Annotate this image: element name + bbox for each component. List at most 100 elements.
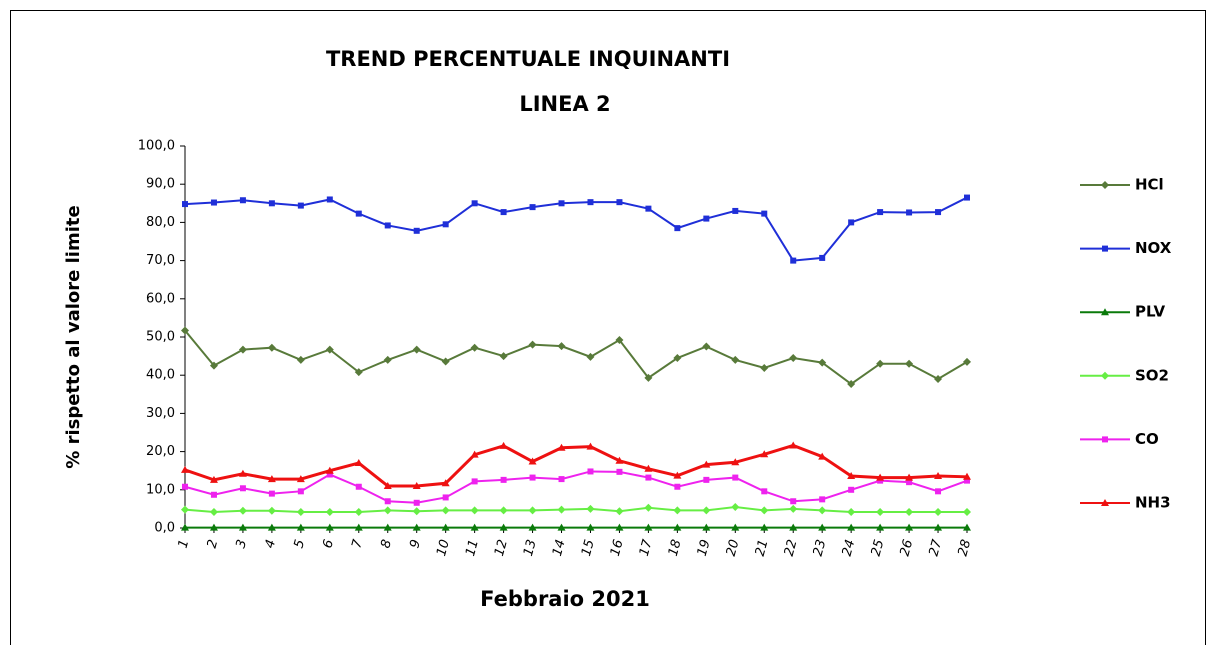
series-marker	[470, 450, 479, 458]
series-marker	[267, 523, 276, 531]
series-marker	[905, 523, 914, 531]
series-marker	[790, 498, 797, 505]
y-tick-label: 90,0	[146, 177, 175, 192]
series-marker	[239, 485, 246, 492]
series-marker	[296, 507, 305, 516]
y-tick-label: 100,0	[138, 139, 175, 154]
series-marker	[818, 358, 827, 367]
y-tick-label: 30,0	[146, 406, 175, 421]
series-marker	[848, 219, 855, 226]
series-marker	[616, 199, 623, 206]
y-tick-label: 70,0	[146, 253, 175, 268]
series-marker	[529, 474, 536, 481]
series-marker	[876, 473, 885, 481]
legend-marker	[1102, 436, 1108, 443]
series-marker	[644, 503, 653, 512]
x-tick-label: 6	[320, 538, 337, 550]
series-marker	[760, 523, 769, 531]
series-marker	[296, 523, 305, 531]
legend-marker	[1101, 181, 1109, 189]
series-marker	[499, 506, 508, 515]
series-marker	[181, 505, 189, 514]
series-marker	[267, 475, 276, 483]
series-marker	[354, 368, 363, 377]
series-marker	[209, 361, 218, 370]
series-marker	[818, 506, 827, 515]
series-marker	[587, 199, 594, 206]
series-marker	[789, 523, 798, 531]
series-marker	[732, 207, 739, 214]
series-marker	[905, 359, 914, 368]
series-marker	[384, 222, 391, 229]
legend-label: SO2	[1135, 366, 1169, 384]
series-marker	[209, 507, 218, 516]
series-marker	[732, 474, 739, 481]
series-marker	[210, 199, 217, 206]
series-marker	[441, 479, 450, 487]
frame	[10, 10, 1206, 645]
series-marker	[731, 355, 740, 364]
series-marker	[528, 506, 537, 515]
series-marker	[789, 354, 798, 363]
x-tick-label: 10	[434, 538, 453, 558]
x-tick-label: 19	[695, 538, 714, 558]
legend-label: NH3	[1135, 494, 1171, 512]
legend-marker	[1101, 371, 1109, 380]
series-marker	[557, 342, 566, 351]
series-marker	[964, 477, 970, 484]
series-marker	[644, 523, 653, 531]
series-marker	[876, 507, 885, 516]
legend-label: PLV	[1135, 303, 1165, 321]
series-marker	[442, 494, 449, 501]
series-marker	[239, 197, 246, 204]
series-marker	[615, 507, 624, 516]
series-marker	[703, 215, 710, 222]
series-marker	[963, 507, 971, 516]
series-marker	[413, 499, 420, 506]
series-marker	[963, 472, 971, 480]
series-marker	[325, 466, 334, 474]
x-axis-label: Febbraio 2021	[480, 587, 650, 611]
x-tick-label: 16	[608, 538, 627, 558]
y-tick-label: 60,0	[146, 291, 175, 306]
series-marker	[529, 204, 536, 211]
series-marker	[181, 523, 189, 531]
series-marker	[935, 209, 942, 216]
series-marker	[673, 506, 682, 515]
series-marker	[586, 442, 595, 450]
series-marker	[326, 471, 333, 478]
series-marker	[934, 375, 943, 384]
series-marker	[296, 475, 305, 483]
series-marker	[528, 523, 537, 531]
series-marker	[558, 200, 565, 207]
series-marker	[471, 478, 478, 485]
series-marker	[441, 357, 450, 366]
series-marker	[702, 342, 711, 351]
series-marker	[558, 476, 565, 483]
x-tick-label: 15	[579, 538, 598, 558]
series-marker	[587, 468, 594, 475]
series-marker	[586, 504, 595, 513]
series-marker	[441, 506, 450, 515]
series-marker	[210, 491, 217, 498]
series-marker	[905, 507, 914, 516]
series-marker	[847, 507, 856, 516]
series-marker	[673, 523, 682, 531]
series-marker	[963, 357, 971, 366]
series-marker	[441, 523, 450, 531]
series-marker	[731, 458, 740, 466]
x-tick-label: 4	[263, 538, 280, 550]
series-marker	[876, 359, 885, 368]
x-tick-label: 8	[378, 538, 395, 550]
series-marker	[905, 473, 914, 481]
series-marker	[673, 354, 682, 363]
series-marker	[470, 506, 479, 515]
series-marker	[877, 477, 884, 484]
series-marker	[702, 523, 711, 531]
chart-title: TREND PERCENTUALE INQUINANTI	[326, 47, 730, 71]
series-marker	[325, 507, 334, 516]
x-tick-label: 21	[753, 538, 772, 558]
series-marker	[499, 352, 508, 361]
y-tick-label: 20,0	[146, 444, 175, 459]
series-marker	[355, 483, 362, 490]
